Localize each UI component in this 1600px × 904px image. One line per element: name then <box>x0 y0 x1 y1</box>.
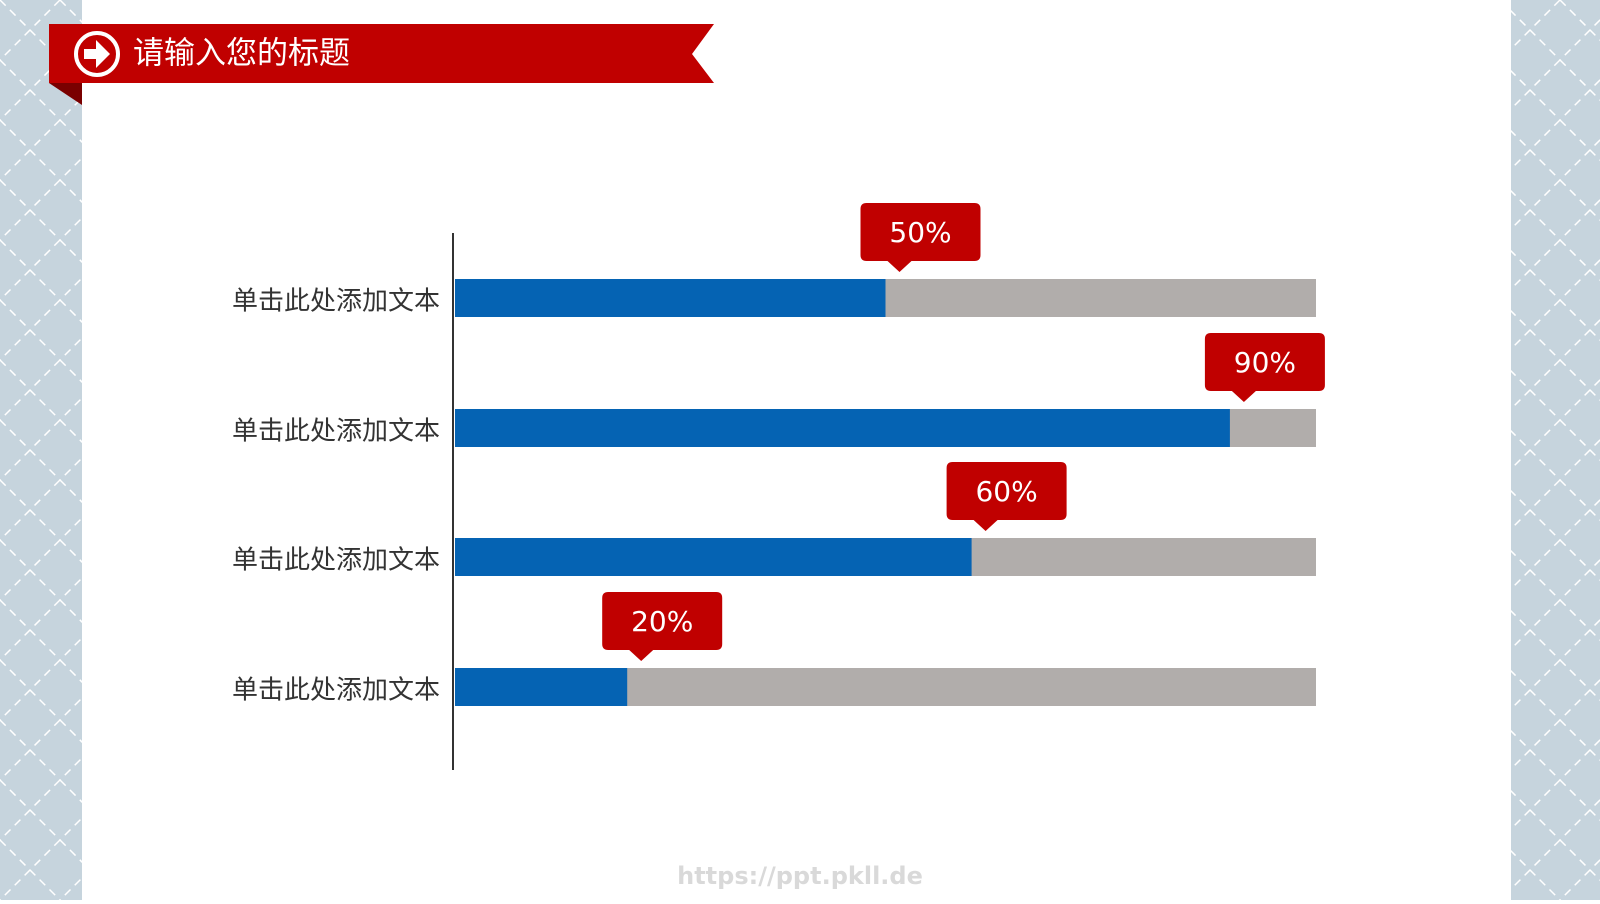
category-label: 单击此处添加文本 <box>232 287 440 317</box>
category-label: 单击此处添加文本 <box>232 676 440 706</box>
value-label: 90% <box>1234 346 1296 379</box>
value-label: 60% <box>975 475 1037 508</box>
category-label: 单击此处添加文本 <box>232 546 440 576</box>
chart-title: 请输入您的标题 <box>133 36 350 72</box>
value-callout <box>602 592 723 661</box>
bar <box>455 538 972 576</box>
category-label: 单击此处添加文本 <box>232 417 440 447</box>
value-callout <box>1204 333 1325 402</box>
bar <box>455 279 886 317</box>
value-label: 20% <box>631 605 693 638</box>
banner-fold <box>49 83 82 105</box>
bar <box>455 668 628 706</box>
bar <box>455 409 1230 447</box>
value-callout <box>946 462 1067 531</box>
watermark: https://ppt.pkll.de <box>677 862 923 890</box>
side-pattern <box>0 0 82 900</box>
value-callout <box>860 203 981 272</box>
title-banner <box>49 24 714 83</box>
value-label: 50% <box>889 216 951 249</box>
arrow-icon-shape <box>84 40 110 68</box>
slide-body <box>82 0 1511 900</box>
arrow-icon <box>74 31 120 77</box>
side-pattern <box>1511 0 1600 900</box>
